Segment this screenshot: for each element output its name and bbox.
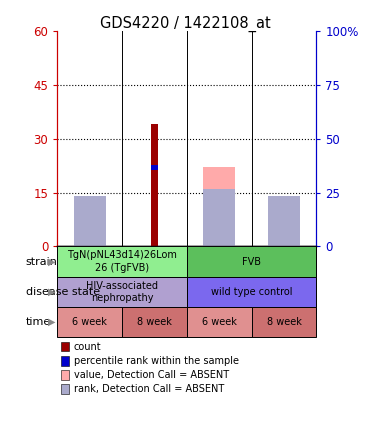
Bar <box>203 167 235 246</box>
Bar <box>151 124 158 246</box>
Text: 6 week: 6 week <box>202 317 237 327</box>
Text: ▶: ▶ <box>48 317 56 327</box>
Text: GSM356336: GSM356336 <box>279 248 289 311</box>
Text: GDS4220 / 1422108_at: GDS4220 / 1422108_at <box>100 16 270 32</box>
Text: FVB: FVB <box>242 257 261 266</box>
Bar <box>151 165 158 170</box>
Bar <box>74 196 106 246</box>
Text: 8 week: 8 week <box>137 317 172 327</box>
Text: HIV-associated
nephropathy: HIV-associated nephropathy <box>86 281 158 303</box>
Text: value, Detection Call = ABSENT: value, Detection Call = ABSENT <box>74 370 229 380</box>
Bar <box>268 196 300 246</box>
Text: 8 week: 8 week <box>266 317 302 327</box>
Text: 6 week: 6 week <box>72 317 107 327</box>
Text: GSM356335: GSM356335 <box>149 248 159 311</box>
Text: ▶: ▶ <box>48 287 56 297</box>
Text: TgN(pNL43d14)26Lom
26 (TgFVB): TgN(pNL43d14)26Lom 26 (TgFVB) <box>67 250 177 273</box>
Text: GSM356334: GSM356334 <box>85 248 95 311</box>
Bar <box>74 196 106 246</box>
Text: strain: strain <box>26 257 58 266</box>
Bar <box>268 196 300 246</box>
Text: ▶: ▶ <box>48 257 56 266</box>
Text: count: count <box>74 341 101 352</box>
Text: time: time <box>26 317 51 327</box>
Text: percentile rank within the sample: percentile rank within the sample <box>74 356 239 366</box>
Text: rank, Detection Call = ABSENT: rank, Detection Call = ABSENT <box>74 384 224 394</box>
Bar <box>203 189 235 246</box>
Text: disease state: disease state <box>26 287 100 297</box>
Text: wild type control: wild type control <box>211 287 292 297</box>
Text: GSM356337: GSM356337 <box>214 248 224 311</box>
